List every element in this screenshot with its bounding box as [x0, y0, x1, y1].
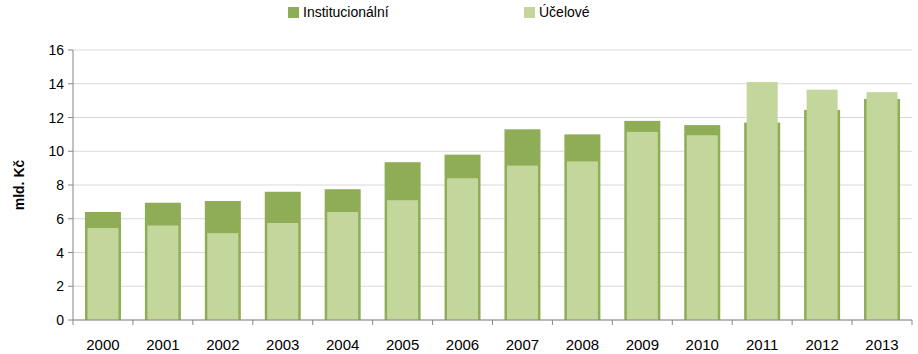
bar	[387, 200, 418, 320]
bar	[507, 166, 538, 320]
bar	[807, 90, 838, 320]
bar	[267, 223, 298, 320]
x-tick	[912, 320, 913, 325]
grid-line	[73, 185, 912, 186]
legend-swatch	[524, 7, 535, 18]
bar	[567, 161, 598, 320]
x-tick	[492, 320, 493, 325]
bar	[385, 162, 421, 320]
bar	[504, 129, 540, 320]
legend-swatch	[288, 7, 299, 18]
x-tick	[132, 320, 133, 325]
bar	[207, 233, 238, 320]
bar	[327, 212, 358, 320]
y-tick-label: 8	[56, 177, 64, 193]
bar	[325, 189, 361, 320]
y-axis-label: mld. Kč	[11, 160, 27, 211]
grid-line	[73, 252, 912, 253]
y-tick	[68, 320, 73, 321]
x-tick-label: 2003	[266, 336, 299, 353]
y-tick-label: 6	[56, 211, 64, 227]
bar	[85, 212, 121, 320]
y-tick	[68, 286, 73, 287]
y-tick	[68, 50, 73, 51]
x-tick-label: 2000	[86, 336, 119, 353]
x-tick	[672, 320, 673, 325]
y-tick-label: 0	[56, 312, 64, 328]
grid-line	[73, 50, 912, 51]
bar	[627, 132, 658, 320]
y-tick-label: 4	[56, 245, 64, 261]
bars	[85, 82, 900, 320]
y-axis	[73, 50, 74, 320]
bar	[564, 134, 600, 320]
x-tick	[73, 320, 74, 325]
bar	[867, 92, 898, 320]
bar	[747, 82, 778, 320]
y-tick-label: 16	[48, 42, 64, 58]
chart-svg: 0 2 4 6 8 10 12 14 16 mld. Kč 2000 2001 2002 2003 2004…	[0, 0, 918, 354]
bar	[265, 192, 301, 320]
grid-line	[73, 151, 912, 152]
x-tick-label: 2006	[446, 336, 479, 353]
legend-label: Účelové	[539, 4, 590, 20]
x-tick	[252, 320, 253, 325]
bar	[87, 228, 118, 320]
y-tick	[68, 83, 73, 84]
x-tick-label: 2013	[865, 336, 898, 353]
y-tick	[68, 252, 73, 253]
y-tick	[68, 151, 73, 152]
x-tick	[432, 320, 433, 325]
y-tick	[68, 185, 73, 186]
x-tick	[312, 320, 313, 325]
x-tick-label: 2007	[506, 336, 539, 353]
x-tick-label: 2008	[566, 336, 599, 353]
x-tick-label: 2012	[805, 336, 838, 353]
y-tick-label: 14	[48, 76, 64, 92]
chart: 0 2 4 6 8 10 12 14 16 mld. Kč 2000 2001 2002 2003 2004…	[0, 0, 918, 354]
y-tick-label: 2	[56, 278, 64, 294]
grid-line	[73, 218, 912, 219]
x-tick	[372, 320, 373, 325]
bar	[205, 201, 241, 320]
x-tick	[852, 320, 853, 325]
bar	[687, 135, 718, 320]
bar	[445, 155, 481, 320]
x-tick-label: 2011	[746, 336, 778, 353]
bar	[447, 178, 478, 320]
grid-line	[73, 83, 912, 84]
x-tick	[792, 320, 793, 325]
legend-label: Institucionální	[303, 4, 389, 20]
x-tick	[612, 320, 613, 325]
x-tick-label: 2010	[686, 336, 719, 353]
grid-line	[73, 117, 912, 118]
x-tick	[732, 320, 733, 325]
grid-line	[73, 286, 912, 287]
y-tick	[68, 218, 73, 219]
x-tick-label: 2004	[326, 336, 359, 353]
x-tick	[552, 320, 553, 325]
x-tick-label: 2005	[386, 336, 419, 353]
x-tick-label: 2002	[206, 336, 239, 353]
y-tick	[68, 117, 73, 118]
bar	[624, 121, 660, 320]
bar	[147, 226, 178, 321]
x-tick	[192, 320, 193, 325]
y-tick-label: 10	[48, 143, 64, 159]
y-tick-label: 12	[48, 110, 64, 126]
bar	[145, 203, 181, 320]
x-tick-label: 2001	[146, 336, 179, 353]
x-tick-label: 2009	[626, 336, 659, 353]
bar	[684, 125, 720, 320]
